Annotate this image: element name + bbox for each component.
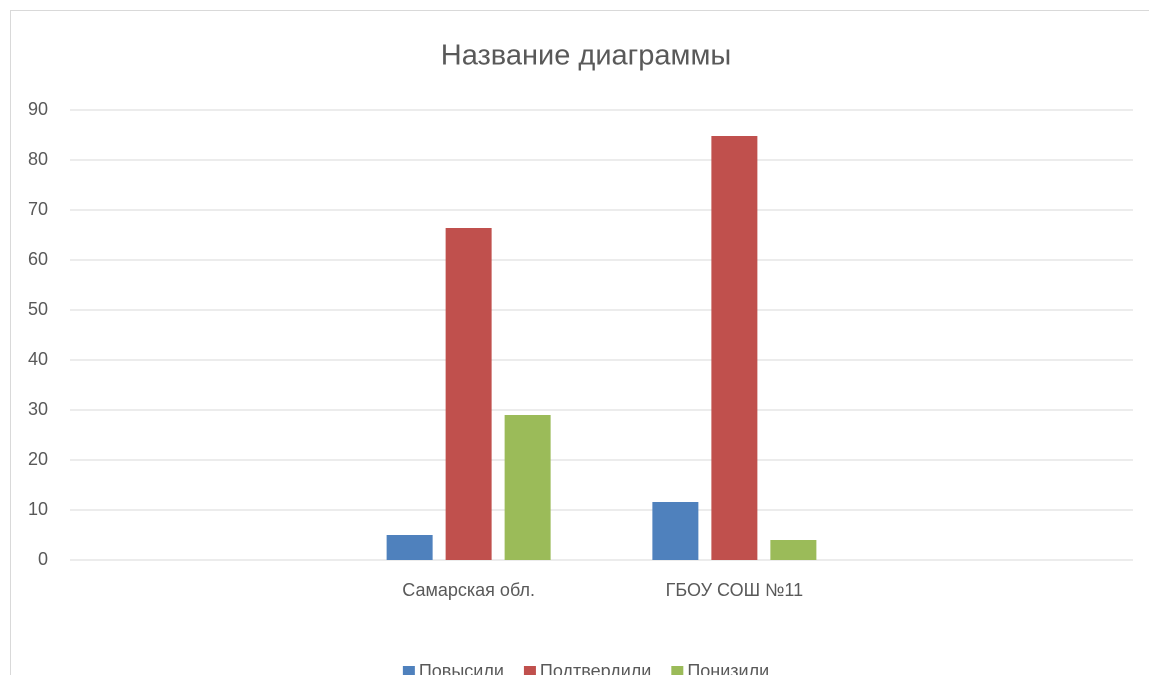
y-tick-label: 60 xyxy=(28,249,48,269)
legend-swatch xyxy=(402,666,415,675)
y-tick-label: 50 xyxy=(28,299,48,319)
x-tick-label: ГБОУ СОШ №11 xyxy=(666,580,804,600)
legend-swatch xyxy=(671,666,684,675)
bar xyxy=(386,535,433,560)
chart-frame xyxy=(10,10,1149,675)
y-tick-label: 40 xyxy=(28,349,48,369)
y-tick-label: 20 xyxy=(28,449,48,469)
y-tick-label: 30 xyxy=(28,399,48,419)
bar xyxy=(504,415,551,560)
y-tick-label: 0 xyxy=(38,549,48,569)
bar xyxy=(652,502,699,560)
y-tick-label: 70 xyxy=(28,199,48,219)
legend-label: Понизили xyxy=(687,661,769,675)
bar xyxy=(445,228,492,560)
x-tick-label: Самарская обл. xyxy=(402,580,535,600)
chart-title: Название диаграммы xyxy=(441,40,731,72)
bar xyxy=(770,540,817,560)
y-tick-label: 10 xyxy=(28,499,48,519)
y-tick-label: 80 xyxy=(28,149,48,169)
legend-swatch xyxy=(523,666,536,675)
legend-label: Подтвердили xyxy=(540,661,651,675)
legend-label: Повысили xyxy=(419,661,504,675)
bar xyxy=(711,136,758,560)
y-tick-label: 90 xyxy=(28,99,48,119)
